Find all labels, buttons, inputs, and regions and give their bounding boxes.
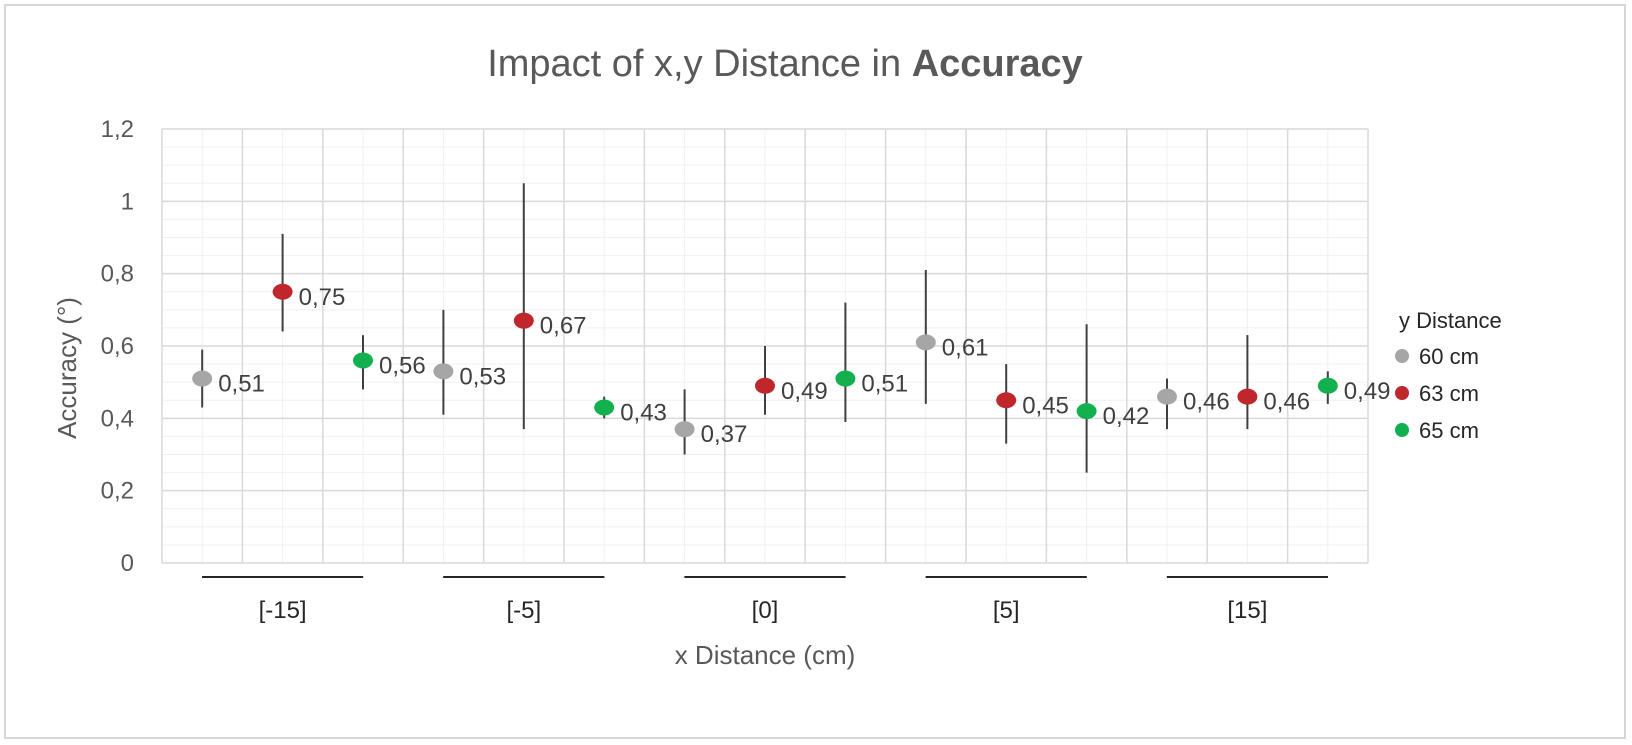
data-label: 0,45 xyxy=(1022,392,1069,419)
data-point xyxy=(192,370,213,387)
data-points xyxy=(192,283,1338,438)
data-label: 0,49 xyxy=(1344,378,1391,405)
legend: y Distance 60 cm 63 cm 65 cm xyxy=(1395,308,1502,443)
data-point xyxy=(594,399,615,416)
x-category-label: [15] xyxy=(1227,597,1267,624)
data-label: 0,46 xyxy=(1183,389,1230,416)
data-point xyxy=(674,421,695,438)
y-tick-label: 0,2 xyxy=(101,478,134,505)
data-point xyxy=(755,377,775,394)
data-label: 0,53 xyxy=(459,363,506,390)
data-point xyxy=(1237,388,1258,405)
y-tick-label: 0,8 xyxy=(101,261,134,288)
x-category-label: [0] xyxy=(752,597,779,624)
data-point xyxy=(835,370,856,387)
data-point xyxy=(272,283,293,300)
x-category-label: [-5] xyxy=(506,597,541,624)
data-point xyxy=(1076,403,1097,420)
data-labels: 0,51 0,53 0,37 0,61 0,46 0,75 0,67 0,49 0,45 0,46… xyxy=(218,284,1390,448)
legend-items: 60 cm 63 cm 65 cm xyxy=(1395,344,1479,443)
y-tick-label: 1,2 xyxy=(101,116,134,143)
axes: 0 0,2 0,4 0,6 0,8 1 1,2 [-15] [-5] [0] [5] [15] xyxy=(101,116,1328,624)
y-tick-label: 0,4 xyxy=(101,405,134,432)
data-point xyxy=(353,352,373,369)
data-label: 0,37 xyxy=(701,421,748,448)
data-label: 0,43 xyxy=(620,399,667,426)
y-axis-title: Accuracy (°) xyxy=(52,297,82,439)
y-tick-label: 0,6 xyxy=(101,333,134,360)
chart-title-regular: Impact of x,y Distance in xyxy=(487,43,912,85)
data-point xyxy=(433,363,454,380)
data-point xyxy=(1157,388,1177,405)
legend-label: 60 cm xyxy=(1419,344,1479,369)
x-axis-title: x Distance (cm) xyxy=(675,640,856,670)
chart-frame xyxy=(4,4,1626,739)
legend-marker xyxy=(1395,349,1409,363)
x-category-label: [5] xyxy=(993,597,1020,624)
data-label: 0,49 xyxy=(781,378,828,405)
legend-marker xyxy=(1395,423,1409,437)
y-tick-label: 0 xyxy=(121,550,134,577)
legend-label: 65 cm xyxy=(1419,418,1479,443)
y-tick-label: 1 xyxy=(121,188,134,215)
data-label: 0,61 xyxy=(942,334,989,361)
data-label: 0,51 xyxy=(861,371,908,398)
data-label: 0,51 xyxy=(218,371,265,398)
data-label: 0,46 xyxy=(1263,389,1310,416)
data-point xyxy=(1317,377,1338,394)
chart-title-bold: Accuracy xyxy=(912,43,1083,85)
data-point xyxy=(996,392,1017,409)
data-point xyxy=(513,312,534,329)
data-label: 0,75 xyxy=(299,284,346,311)
legend-title: y Distance xyxy=(1399,308,1502,333)
data-label: 0,56 xyxy=(379,352,426,379)
data-label: 0,67 xyxy=(540,313,587,340)
x-category-label: [-15] xyxy=(259,597,307,624)
chart-title: Impact of x,y Distance in Accuracy xyxy=(487,43,1083,85)
data-label: 0,42 xyxy=(1103,403,1150,430)
data-point xyxy=(915,334,936,351)
legend-marker xyxy=(1395,386,1409,400)
legend-label: 63 cm xyxy=(1419,381,1479,406)
